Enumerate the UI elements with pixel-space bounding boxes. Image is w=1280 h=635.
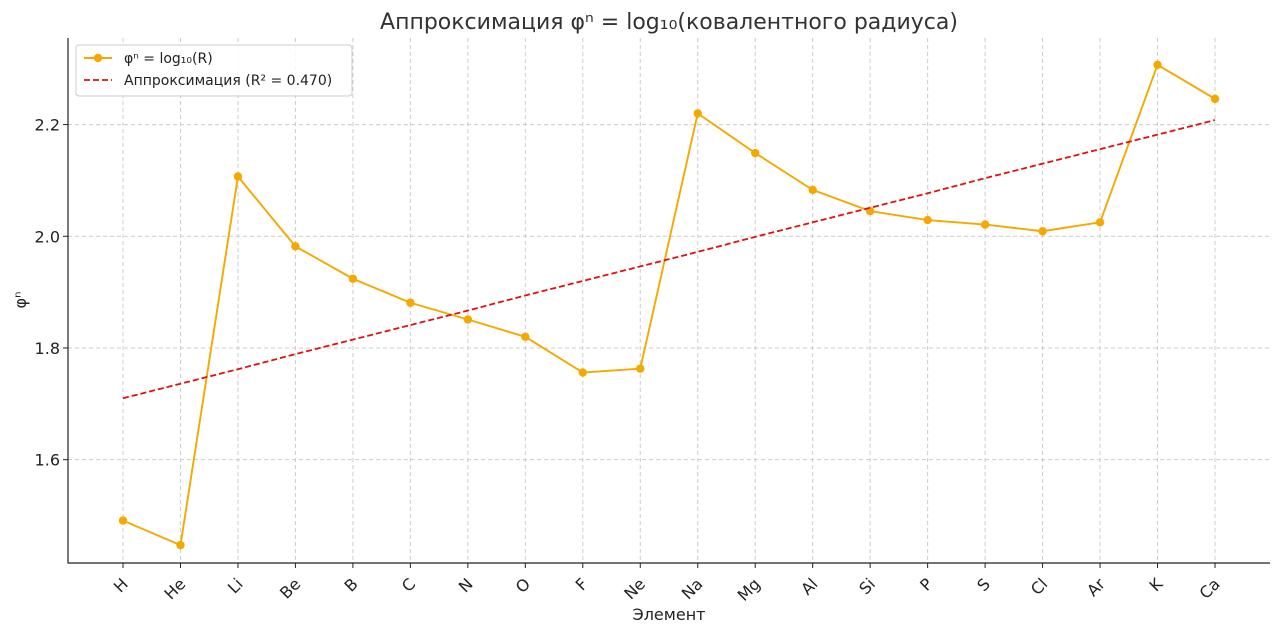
x-tick-label: F — [572, 574, 592, 594]
x-tick-label: K — [1145, 574, 1166, 595]
y-tick-label: 2.2 — [35, 116, 60, 135]
data-point — [1153, 60, 1162, 70]
data-point — [463, 315, 473, 324]
x-axis-label: Элемент — [633, 605, 706, 624]
data-point — [808, 185, 817, 195]
y-tick-label: 2.0 — [35, 227, 60, 246]
axes-spines — [67, 38, 1270, 564]
x-tick-label: Al — [797, 574, 821, 598]
x-tick-label: Ne — [620, 574, 649, 603]
data-point — [521, 332, 530, 342]
x-tick-label: Li — [224, 574, 247, 597]
legend-label-series-0: φⁿ = log₁₀(R) — [124, 51, 213, 67]
legend-label-series-1: Аппроксимация (R² = 0.470) — [124, 73, 332, 89]
x-tick-label: C — [398, 574, 419, 595]
x-tick-label: Ar — [1083, 574, 1109, 600]
y-ticks: 1.6 1.8 2.0 2.2 — [35, 116, 68, 470]
data-point — [693, 109, 702, 118]
y-tick-label: 1.6 — [35, 451, 60, 470]
x-tick-label: He — [160, 574, 189, 603]
data-point — [636, 364, 645, 373]
x-tick-label: Si — [855, 574, 879, 598]
x-tick-label: N — [455, 574, 477, 596]
data-point — [1095, 218, 1105, 227]
data-point — [980, 220, 990, 229]
legend-box — [75, 44, 353, 97]
data-point — [291, 242, 300, 251]
data-point — [406, 298, 415, 307]
data-point — [1210, 94, 1220, 104]
legend-marker-series-0 — [93, 53, 103, 63]
data-point — [578, 368, 587, 377]
x-tick-label: Mg — [734, 574, 764, 604]
x-tick-label: O — [512, 574, 534, 596]
x-tick-label: Cl — [1027, 574, 1051, 598]
series-layer — [118, 60, 1220, 550]
y-tick-label: 1.8 — [35, 339, 60, 358]
grid — [68, 38, 1270, 563]
data-point — [923, 215, 932, 225]
x-ticks: H He Li Be B C N O F Ne Na Mg Al Si P S Cl Ar K Ca — [110, 563, 1224, 605]
series-line-0 — [122, 63, 1216, 547]
data-point — [176, 540, 185, 550]
legend: φⁿ = log₁₀(R) Аппроксимация (R² = 0.470) — [75, 44, 353, 97]
x-tick-label: Na — [678, 574, 707, 603]
x-tick-label: P — [916, 574, 937, 595]
series-line-1 — [122, 119, 1216, 400]
data-point — [751, 148, 760, 158]
x-tick-label: Ca — [1196, 574, 1224, 602]
data-point — [348, 274, 358, 283]
data-point — [233, 172, 243, 181]
x-tick-label: S — [973, 574, 994, 595]
chart-title: Аппроксимация φⁿ = log₁₀(ковалентного ра… — [380, 10, 958, 35]
x-tick-label: H — [110, 574, 132, 596]
x-tick-label: B — [341, 574, 362, 595]
y-axis-label: φⁿ — [11, 292, 30, 309]
x-tick-label: Be — [276, 574, 304, 602]
data-point — [1038, 227, 1047, 236]
data-point — [118, 516, 128, 525]
